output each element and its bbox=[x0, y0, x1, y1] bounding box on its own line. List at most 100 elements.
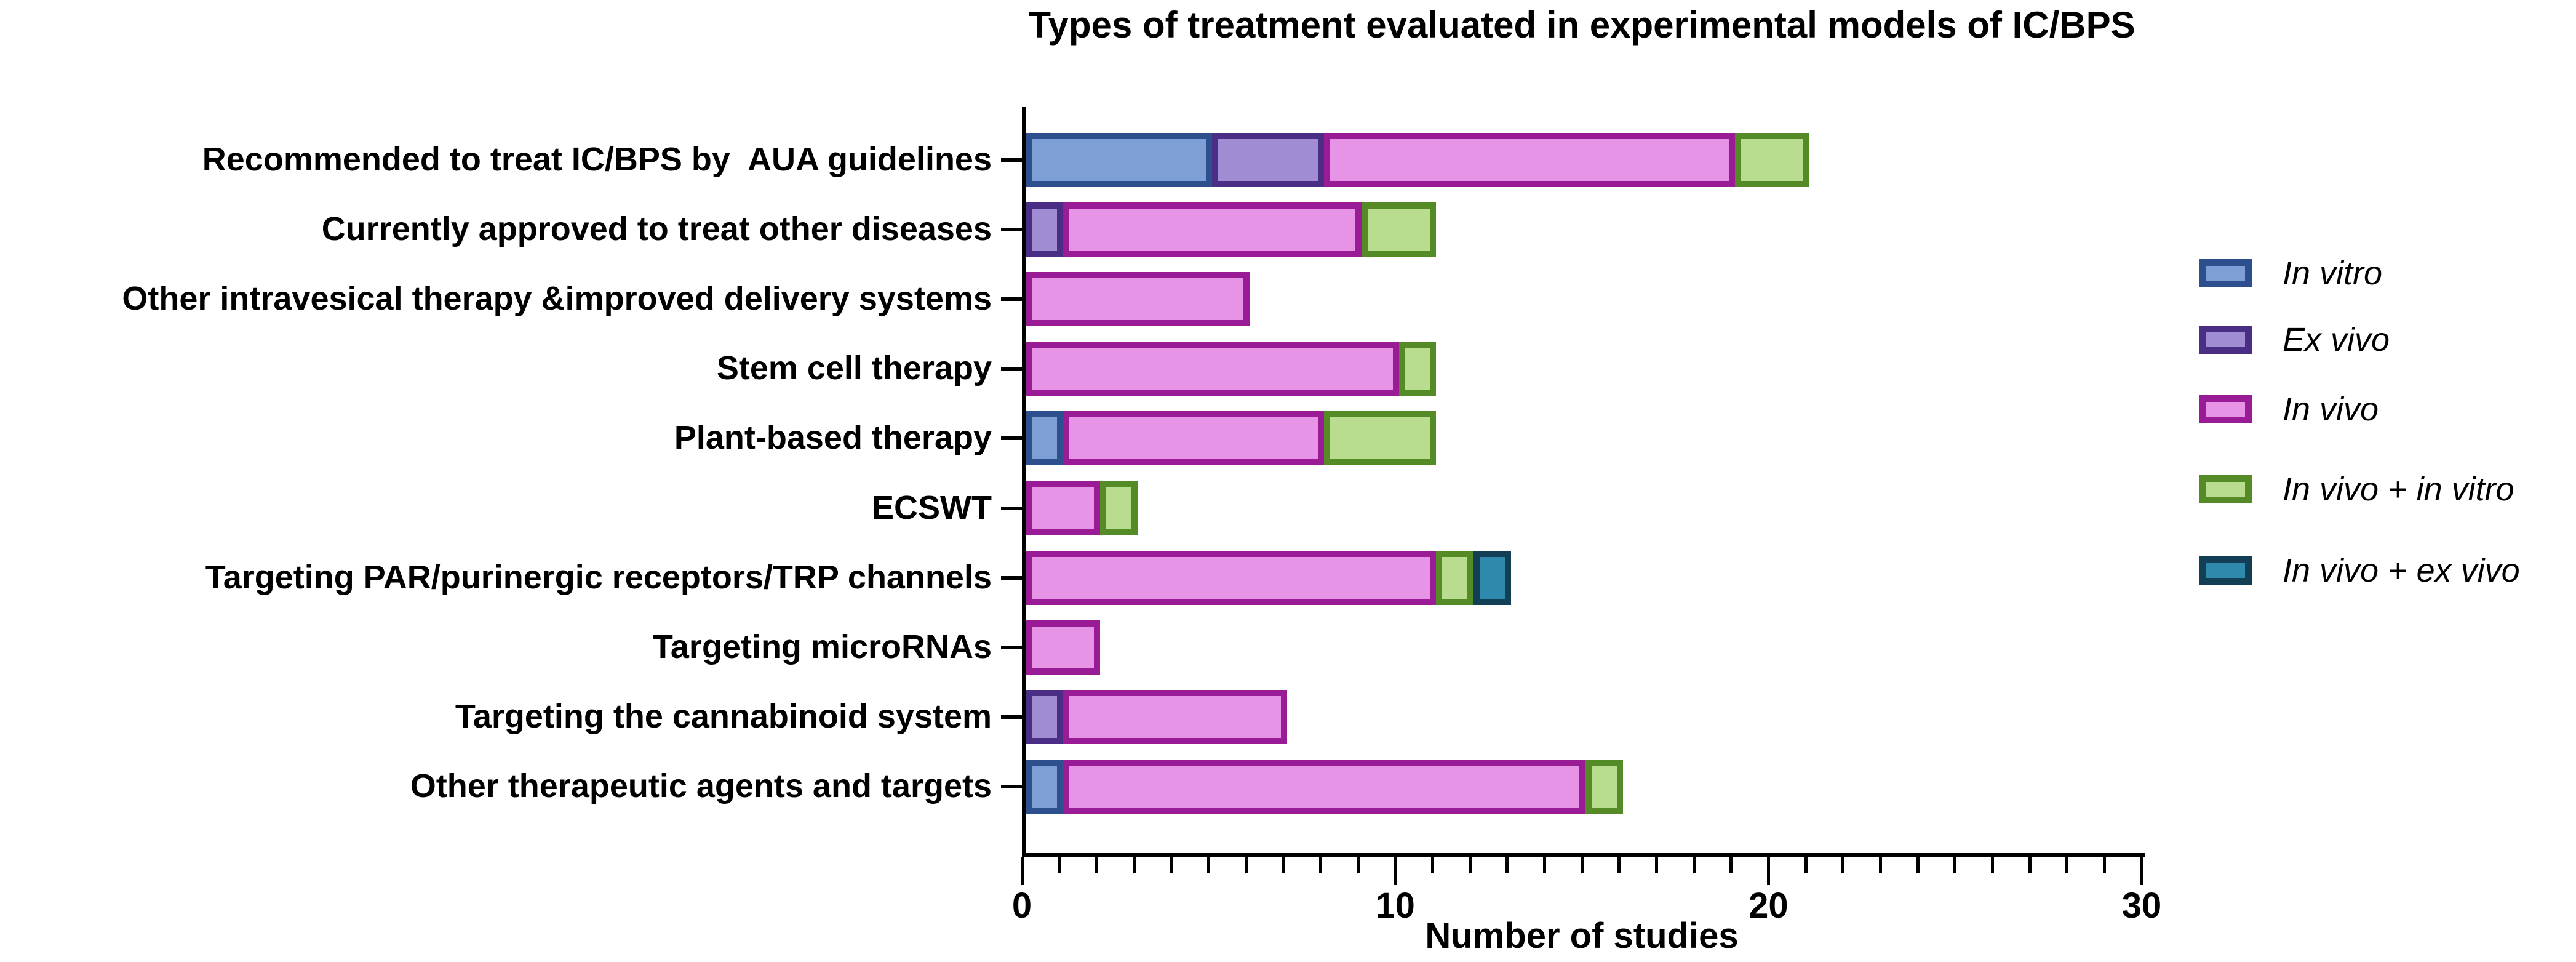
bar-row bbox=[1026, 620, 1101, 675]
bar-row bbox=[1026, 272, 1250, 327]
y-axis-label: Stem cell therapy bbox=[716, 350, 992, 387]
y-axis-label: Plant-based therapy bbox=[674, 419, 992, 457]
x-axis-minor-tick bbox=[1505, 857, 1509, 873]
x-axis-minor-tick bbox=[1729, 857, 1733, 873]
x-axis-tick-label: 0 bbox=[1011, 886, 1032, 926]
bar-segment bbox=[1212, 133, 1325, 187]
bar-segment bbox=[1324, 411, 1437, 466]
bar-segment bbox=[1026, 689, 1063, 744]
bar-row bbox=[1026, 202, 1437, 257]
y-axis-tick bbox=[1001, 228, 1022, 232]
bar-row bbox=[1026, 759, 1623, 814]
bar-segment bbox=[1026, 550, 1437, 605]
x-axis-minor-tick bbox=[1654, 857, 1658, 873]
bar-segment bbox=[1063, 759, 1585, 814]
legend-label: In vivo bbox=[2283, 391, 2379, 428]
bar-segment bbox=[1473, 550, 1511, 605]
legend: In vitro Ex vivo In vivo In vivo + in vitro… bbox=[2199, 0, 2574, 962]
x-axis-minor-tick bbox=[1356, 857, 1360, 873]
x-axis-minor-tick bbox=[2102, 857, 2106, 873]
bar-segment bbox=[1734, 133, 1809, 187]
x-axis-minor-tick bbox=[1542, 857, 1546, 873]
y-axis-tick bbox=[1001, 575, 1022, 580]
y-axis-tick bbox=[1001, 715, 1022, 719]
y-axis-tick bbox=[1001, 506, 1022, 510]
x-axis-minor-tick bbox=[1841, 857, 1845, 873]
x-axis-minor-tick bbox=[1095, 857, 1098, 873]
legend-label: In vivo + in vitro bbox=[2283, 471, 2514, 508]
legend-swatch bbox=[2199, 259, 2252, 287]
x-axis-tick-label: 10 bbox=[1375, 886, 1415, 926]
bar-row bbox=[1026, 689, 1287, 744]
y-axis-tick bbox=[1001, 645, 1022, 649]
bar-row bbox=[1026, 342, 1437, 396]
x-axis-minor-tick bbox=[1953, 857, 1957, 873]
legend-item: In vivo + in vitro bbox=[2199, 470, 2514, 508]
x-axis-minor-tick bbox=[1468, 857, 1472, 873]
y-axis-tick bbox=[1001, 158, 1022, 162]
legend-item: Ex vivo bbox=[2199, 321, 2390, 359]
x-axis-minor-tick bbox=[1282, 857, 1285, 873]
y-axis-tick bbox=[1001, 297, 1022, 302]
bar-segment bbox=[1063, 689, 1287, 744]
x-axis-minor-tick bbox=[1132, 857, 1136, 873]
bar-row bbox=[1026, 481, 1138, 535]
bar-segment bbox=[1026, 620, 1101, 675]
legend-swatch bbox=[2199, 475, 2252, 503]
x-axis-minor-tick bbox=[1878, 857, 1882, 873]
bar-segment bbox=[1026, 272, 1250, 327]
bar-row bbox=[1026, 550, 1511, 605]
x-axis-minor-tick bbox=[1206, 857, 1210, 873]
bar-row bbox=[1026, 411, 1437, 466]
bar-segment bbox=[1398, 342, 1437, 396]
x-axis-minor-tick bbox=[1058, 857, 1061, 873]
bar-segment bbox=[1324, 133, 1735, 187]
x-axis-tick-label: 20 bbox=[1749, 886, 1788, 926]
x-axis-minor-tick bbox=[1916, 857, 1920, 873]
bar-segment bbox=[1026, 342, 1399, 396]
x-axis-tick-label: 30 bbox=[2121, 886, 2162, 926]
x-axis-major-tick bbox=[1020, 857, 1024, 885]
legend-swatch bbox=[2199, 326, 2252, 354]
x-axis-minor-tick bbox=[1692, 857, 1696, 873]
legend-label: In vitro bbox=[2283, 255, 2383, 292]
y-axis-label: Targeting PAR/purinergic receptors/TRP c… bbox=[205, 558, 992, 596]
y-axis-label: Other therapeutic agents and targets bbox=[410, 767, 992, 804]
y-axis-tick bbox=[1001, 367, 1022, 371]
y-axis-label: Recommended to treat IC/BPS by AUA guide… bbox=[202, 141, 992, 178]
y-axis-label: ECSWT bbox=[872, 489, 992, 526]
legend-label: In vivo + ex vivo bbox=[2283, 552, 2520, 589]
y-axis-tick bbox=[1001, 436, 1022, 441]
legend-item: In vitro bbox=[2199, 254, 2382, 292]
x-axis-minor-tick bbox=[1430, 857, 1434, 873]
bar-segment bbox=[1063, 411, 1325, 466]
plot-area bbox=[1022, 107, 2145, 857]
x-axis-minor-tick bbox=[1318, 857, 1322, 873]
bar-segment bbox=[1063, 202, 1362, 257]
x-axis-minor-tick bbox=[1990, 857, 1994, 873]
bar-segment bbox=[1585, 759, 1623, 814]
x-axis-minor-tick bbox=[2065, 857, 2069, 873]
bar-segment bbox=[1100, 481, 1138, 535]
bar-segment bbox=[1436, 550, 1473, 605]
y-axis-label: Targeting microRNAs bbox=[652, 628, 992, 665]
chart-title: Types of treatment evaluated in experime… bbox=[1028, 4, 2135, 46]
x-axis-minor-tick bbox=[1580, 857, 1584, 873]
x-axis-minor-tick bbox=[1244, 857, 1248, 873]
x-axis-minor-tick bbox=[1804, 857, 1808, 873]
bar-row bbox=[1026, 133, 1809, 187]
y-axis-label: Other intravesical therapy &improved del… bbox=[122, 280, 992, 318]
bar-segment bbox=[1361, 202, 1437, 257]
legend-swatch bbox=[2199, 556, 2252, 585]
x-axis-major-tick bbox=[1394, 857, 1397, 885]
x-axis-major-tick bbox=[1766, 857, 1770, 885]
x-axis-major-tick bbox=[2140, 857, 2143, 885]
legend-item: In vivo + ex vivo bbox=[2199, 551, 2520, 590]
x-axis-title: Number of studies bbox=[1425, 916, 1739, 956]
legend-label: Ex vivo bbox=[2283, 321, 2390, 358]
bar-segment bbox=[1026, 759, 1063, 814]
bar-segment bbox=[1026, 133, 1213, 187]
bar-segment bbox=[1026, 411, 1063, 466]
x-axis-minor-tick bbox=[1617, 857, 1621, 873]
x-axis-minor-tick bbox=[1170, 857, 1173, 873]
